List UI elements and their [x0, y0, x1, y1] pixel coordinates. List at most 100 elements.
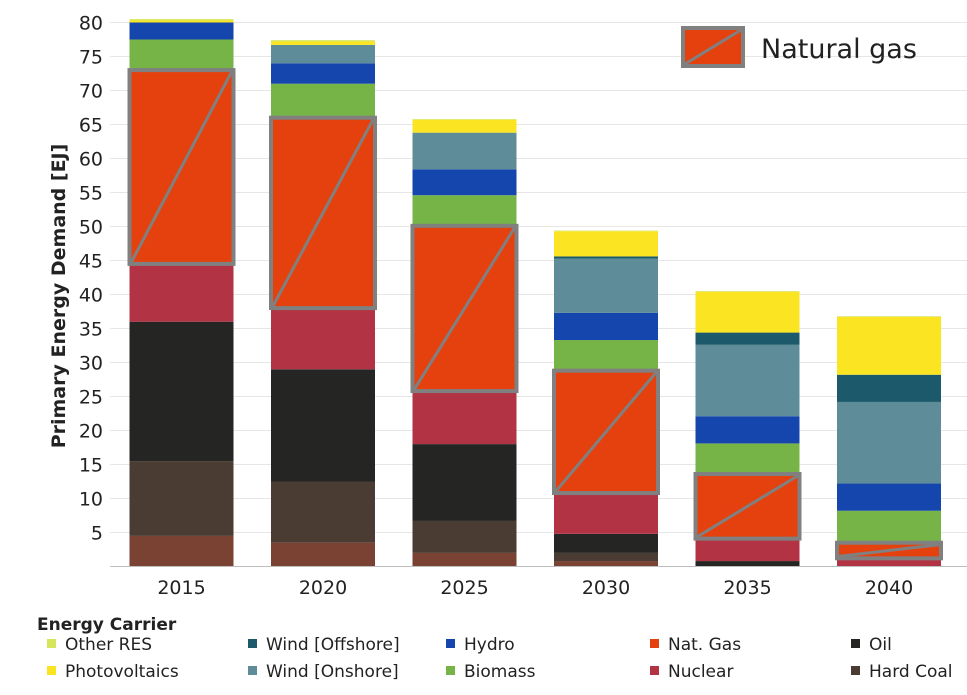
y-tick-label: 20: [79, 421, 103, 443]
bar-segment-nuclear: [695, 538, 800, 562]
legend-label: Oil: [869, 635, 892, 655]
bar-segment-hard-coal: [554, 552, 658, 562]
bar-segment-biomass: [554, 340, 658, 371]
legend-title: Energy Carrier: [37, 615, 177, 635]
legend-swatch: [851, 666, 860, 675]
highlight-diagonal: [413, 227, 516, 390]
bar-segment-photovoltaics: [129, 20, 234, 23]
bar-segment-hydro: [412, 169, 517, 196]
bar-segment-hard-coal: [271, 542, 375, 567]
y-tick-label: 55: [79, 183, 103, 205]
bar-segment-photovoltaics: [271, 41, 375, 45]
bar-segment-oil: [554, 533, 658, 553]
y-tick-label: 70: [79, 81, 103, 103]
bar-segment-wind-onshore: [837, 401, 941, 484]
highlight-diagonal: [696, 474, 799, 538]
bar-segment-other-res: [412, 119, 517, 120]
y-tick-label: 35: [79, 319, 103, 341]
bar-segment-oil: [271, 369, 375, 482]
legend-item: Hydro: [446, 635, 515, 655]
y-tick-label: 80: [79, 13, 103, 35]
bar-segment-nuclear: [271, 308, 375, 370]
y-tick-label: 75: [79, 47, 103, 69]
bar-segment-nuclear: [554, 493, 658, 534]
bar-segment-photovoltaics: [412, 119, 517, 133]
y-axis-label: Primary Energy Demand [EJ]: [48, 144, 70, 449]
highlight-box: [835, 540, 943, 561]
legend-item: Photovoltaics: [47, 662, 179, 682]
legend-item: Oil: [851, 635, 892, 655]
legend-item: Wind [Offshore]: [248, 635, 400, 655]
bar-segment-biomass: [412, 195, 517, 226]
y-tick-label: 15: [79, 455, 103, 477]
bar-segment-other-res: [271, 40, 375, 42]
bar-segment-wind-offshore: [554, 256, 658, 259]
highlight-box: [269, 115, 377, 311]
legend-item: Nuclear: [650, 662, 733, 682]
bar-segment-hydro: [695, 416, 800, 444]
y-axis: Primary Energy Demand [EJ] 5 10 15 20 25 30 35…: [48, 13, 103, 545]
bar-segment-other-res: [554, 230, 658, 232]
natural-gas-highlight-boxes: [127, 68, 943, 561]
highlight-box: [552, 368, 660, 496]
bar-stack-2040: [837, 316, 941, 567]
bar-segment-nuclear: [129, 263, 234, 322]
x-tick-label: 2020: [299, 577, 347, 599]
bar-segment-other-res: [129, 19, 234, 21]
bar-segment-oil: [412, 444, 517, 521]
bar-stack-2035: [695, 291, 800, 567]
legend-swatch: [650, 666, 659, 675]
y-tick-label: 25: [79, 387, 103, 409]
y-tick-label: 50: [79, 217, 103, 239]
bar-segment-nuclear: [837, 558, 941, 567]
bar-segment-oil: [695, 561, 800, 567]
legend: Energy Carrier Other RES Photovoltaics Win…: [37, 615, 953, 682]
legend-item: Nat. Gas: [650, 635, 741, 655]
legend-swatch: [47, 639, 56, 648]
bar-segment-photovoltaics: [554, 231, 658, 257]
y-tick-label: 60: [79, 149, 103, 171]
y-tick-label: 45: [79, 251, 103, 273]
bar-segment-hard-coal: [554, 561, 658, 567]
grid-lines: [110, 22, 967, 533]
y-tick-label: 65: [79, 115, 103, 137]
legend-item: Other RES: [47, 635, 152, 655]
legend-swatch: [446, 666, 455, 675]
bar-segment-photovoltaics: [837, 316, 941, 375]
legend-item: Hard Coal: [851, 662, 953, 682]
bar-segment-oil: [129, 321, 234, 462]
bar-segment-hard-coal: [129, 461, 234, 536]
legend-swatch: [446, 639, 455, 648]
x-tick-label: 2015: [157, 577, 205, 599]
bar-segment-biomass: [271, 83, 375, 118]
highlight-callout: Natural gas: [681, 26, 917, 68]
bar-stack-2015: [129, 19, 234, 567]
bar-segment-biomass: [837, 510, 941, 543]
legend-swatch: [248, 666, 257, 675]
bar-segment-biomass: [695, 443, 800, 475]
bar-segment-hard-coal: [129, 535, 234, 567]
legend-item: Biomass: [446, 662, 536, 682]
x-tick-label: 2035: [723, 577, 771, 599]
x-axis: 2015 2020 2025 2030 2035 2040: [110, 566, 967, 599]
legend-swatch: [47, 666, 56, 675]
highlight-diagonal: [271, 118, 375, 307]
legend-label: Wind [Offshore]: [266, 635, 400, 655]
bar-stack-2030: [554, 230, 658, 567]
x-tick-label: 2040: [865, 577, 913, 599]
legend-label: Hydro: [464, 635, 515, 655]
legend-item: Wind [Onshore]: [248, 662, 399, 682]
highlight-box: [127, 68, 236, 266]
bar-segment-hard-coal: [412, 552, 517, 567]
highlight-box: [693, 472, 802, 541]
bar-stack-2025: [412, 119, 517, 567]
bar-segment-photovoltaics: [695, 291, 800, 333]
legend-label: Hard Coal: [869, 662, 953, 682]
bar-segment-other-res: [695, 291, 800, 292]
y-tick-label: 10: [79, 489, 103, 511]
highlight-box: [410, 223, 519, 394]
legend-label: Nuclear: [668, 662, 733, 682]
highlight-diagonal: [130, 71, 233, 263]
bar-segment-biomass: [129, 39, 234, 71]
highlight-diagonal: [838, 543, 940, 558]
